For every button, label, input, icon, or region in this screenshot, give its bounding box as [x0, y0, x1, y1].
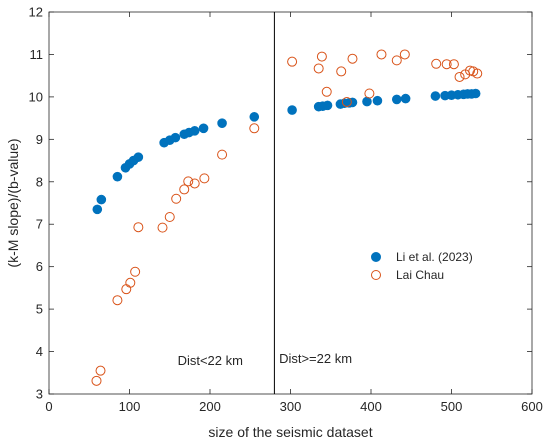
- point-laichau: [183, 176, 194, 187]
- legend-marker-laichau: [371, 270, 381, 280]
- point-laichau: [399, 49, 410, 60]
- data-points: [91, 49, 483, 386]
- y-tick-label: 6: [36, 259, 43, 274]
- point-li: [92, 204, 103, 215]
- y-tick-label: 5: [36, 302, 43, 317]
- point-laichau: [95, 365, 106, 376]
- point-li: [322, 100, 333, 111]
- y-tick-label: 3: [36, 387, 43, 402]
- point-laichau: [217, 149, 228, 160]
- x-tick-label: 0: [45, 399, 52, 414]
- plot-area: [48, 11, 533, 395]
- point-li: [133, 152, 144, 162]
- point-laichau: [189, 178, 200, 189]
- point-laichau: [391, 55, 402, 66]
- point-laichau: [448, 59, 459, 70]
- point-li: [372, 95, 383, 106]
- point-laichau: [316, 51, 327, 62]
- point-laichau: [313, 63, 324, 74]
- y-tick-label: 4: [36, 344, 43, 359]
- x-tick-label: 600: [521, 399, 543, 414]
- point-laichau: [179, 184, 190, 195]
- x-axis-label: size of the seismic dataset: [208, 424, 372, 440]
- point-li: [96, 194, 107, 205]
- point-laichau: [133, 222, 144, 233]
- point-laichau: [454, 71, 465, 82]
- x-tick-label: 200: [199, 399, 221, 414]
- point-li: [249, 112, 260, 122]
- y-tick-label: 7: [36, 217, 43, 232]
- x-tick-label: 300: [280, 399, 302, 414]
- y-tick-label: 12: [29, 5, 43, 20]
- y-tick-label: 9: [36, 132, 43, 147]
- point-li: [400, 93, 411, 104]
- point-laichau: [472, 68, 483, 79]
- point-li: [391, 94, 402, 105]
- point-laichau: [287, 56, 298, 67]
- point-li: [430, 91, 441, 101]
- point-laichau: [336, 66, 347, 77]
- point-li: [470, 88, 481, 99]
- point-laichau: [441, 59, 452, 70]
- annotation-far: Dist>=22 km: [279, 351, 352, 366]
- point-laichau: [91, 375, 102, 386]
- y-tick-label: 11: [30, 47, 44, 62]
- annotation-near: Dist<22 km: [178, 353, 243, 368]
- x-tick-label: 500: [441, 399, 463, 414]
- x-tick-label: 100: [119, 399, 141, 414]
- legend-label-laichau: Lai Chau: [396, 268, 444, 282]
- x-tick-label: 400: [360, 399, 382, 414]
- point-laichau: [249, 123, 260, 134]
- legend: Li et al. (2023) Lai Chau: [371, 250, 473, 282]
- point-laichau: [321, 86, 332, 97]
- point-li: [112, 171, 123, 182]
- point-laichau: [341, 96, 352, 107]
- point-li: [170, 132, 181, 143]
- y-axis-label: (k-M slope)/(b-value): [5, 138, 21, 267]
- legend-label-li: Li et al. (2023): [396, 250, 473, 264]
- point-li: [198, 123, 209, 134]
- point-laichau: [376, 49, 387, 60]
- y-axis: 3 4 5 6 7 8 9 10 11 12: [29, 5, 532, 402]
- point-laichau: [112, 295, 123, 306]
- point-laichau: [125, 277, 136, 288]
- legend-marker-li: [371, 252, 381, 262]
- point-laichau: [164, 212, 175, 223]
- point-laichau: [130, 266, 141, 277]
- point-laichau: [199, 173, 210, 184]
- y-tick-label: 10: [29, 89, 43, 104]
- point-laichau: [157, 222, 168, 233]
- x-axis: 0 100 200 300 400 500 600: [45, 12, 543, 414]
- point-li: [189, 126, 200, 136]
- point-laichau: [171, 193, 182, 204]
- y-tick-label: 8: [36, 174, 43, 189]
- point-li: [287, 105, 297, 115]
- point-laichau: [347, 53, 358, 64]
- point-li: [217, 118, 227, 129]
- point-laichau: [364, 88, 375, 99]
- point-laichau: [431, 58, 442, 69]
